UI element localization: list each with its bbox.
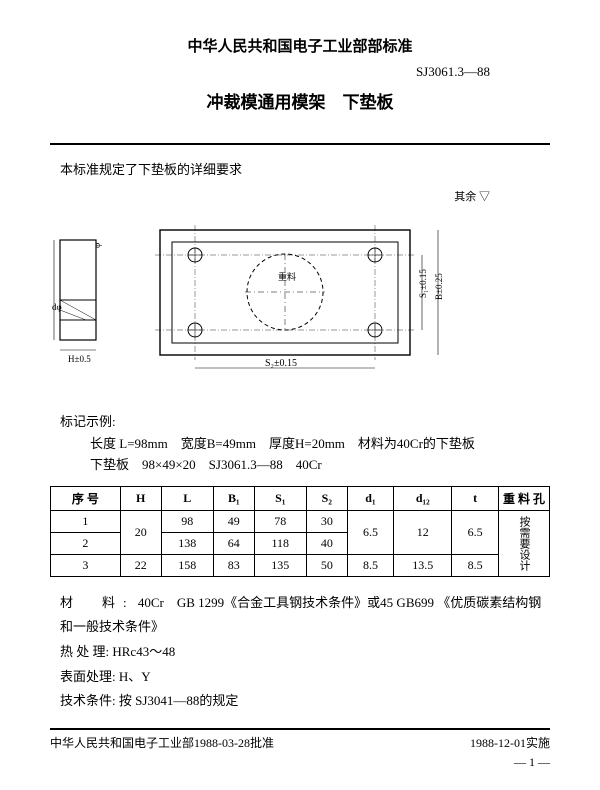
heat-treatment-spec: 热 处 理: HRc43～48	[60, 640, 550, 665]
marking-line-2: 下垫板 98×49×20 SJ3061.3—88 40Cr	[90, 455, 550, 476]
col-d1: d₁	[347, 486, 394, 510]
org-header: 中华人民共和国电子工业部部标准	[50, 35, 550, 56]
doc-code: SJ3061.3—88	[50, 64, 550, 80]
col-b1: B₁	[213, 486, 254, 510]
marking-line-1: 长度 L=98mm 宽度B=49mm 厚度H=20mm 材料为40Cr的下垫板	[90, 434, 550, 455]
surface-treatment-spec: 表面处理: H、Y	[60, 665, 550, 690]
effective-date: 1988-12-01实施	[470, 734, 550, 751]
marking-heading: 标记示例:	[60, 411, 550, 430]
col-h: H	[120, 486, 161, 510]
svg-text:B±0.25: B±0.25	[434, 273, 444, 300]
table-row: 3 22 158 83 135 50 8.5 13.5 8.5	[51, 554, 550, 576]
approval-text: 中华人民共和国电子工业部1988-03-28批准	[50, 734, 274, 751]
tech-condition-spec: 技术条件: 按 SJ3041—88的规定	[60, 689, 550, 714]
divider	[50, 143, 550, 145]
svg-text:重料: 重料	[278, 271, 296, 282]
surface-annot: 其余 ▽	[50, 188, 550, 204]
page: 中华人民共和国电子工业部部标准 SJ3061.3—88 冲裁模通用模架 下垫板 …	[0, 0, 600, 790]
table-header-row: 序 号 H L B₁ S₁ S₂ d₁ d₁₂ t 重 料 孔	[51, 486, 550, 510]
col-seq: 序 号	[51, 486, 121, 510]
page-number: — 1 —	[50, 755, 550, 770]
svg-text:H±0.5: H±0.5	[68, 354, 91, 364]
doc-title: 冲裁模通用模架 下垫板	[50, 88, 550, 113]
svg-text:A±15: A±15	[50, 274, 51, 295]
table-row: 1 20 98 49 78 30 6.5 12 6.5 按需要设计	[51, 510, 550, 532]
col-t: t	[452, 486, 499, 510]
intro-text: 本标准规定了下垫板的详细要求	[60, 159, 550, 178]
col-s1: S₁	[254, 486, 306, 510]
svg-text:S₁±0.15: S₁±0.15	[418, 269, 428, 298]
col-hole: 重 料 孔	[498, 486, 549, 510]
svg-text:dφ: dφ	[52, 302, 62, 312]
svg-text:φ: φ	[92, 243, 102, 248]
footer: 中华人民共和国电子工业部1988-03-28批准 1988-12-01实施	[50, 728, 550, 751]
technical-drawing: A±15 H±0.5 φ dφ 重料 S₂±0.15	[50, 210, 470, 380]
svg-text:S₂±0.15: S₂±0.15	[265, 358, 297, 369]
col-l: L	[161, 486, 213, 510]
specs-block: 材 料: 40Cr GB 1299《合金工具钢技术条件》或45 GB699 《优…	[60, 591, 550, 714]
spec-table: 序 号 H L B₁ S₁ S₂ d₁ d₁₂ t 重 料 孔 1 20 98 …	[50, 486, 550, 577]
note-cell: 按需要设计	[498, 510, 549, 576]
marking-example: 长度 L=98mm 宽度B=49mm 厚度H=20mm 材料为40Cr的下垫板 …	[90, 434, 550, 476]
material-spec: 材 料: 40Cr GB 1299《合金工具钢技术条件》或45 GB699 《优…	[60, 591, 550, 640]
col-s2: S₂	[306, 486, 347, 510]
col-d12: d₁₂	[394, 486, 452, 510]
